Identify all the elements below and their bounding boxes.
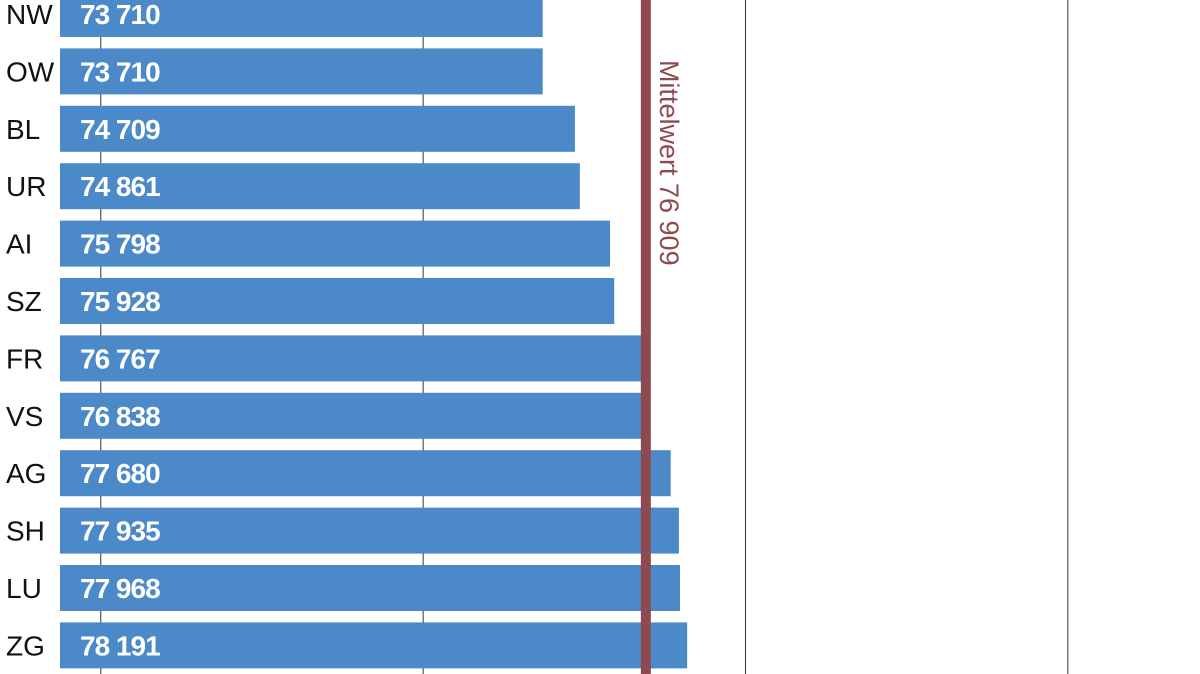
- mean-layer: Mittelwert 76 909: [640, 0, 684, 674]
- bar-sz: [60, 278, 615, 324]
- bar-fr: [60, 335, 642, 382]
- category-label: NW: [6, 0, 53, 30]
- value-label: 75 928: [80, 286, 160, 317]
- mean-label: Mittelwert 76 909: [654, 60, 684, 266]
- bar-nw: [60, 0, 543, 37]
- value-label: 76 838: [80, 401, 160, 432]
- value-label: 74 861: [80, 171, 160, 202]
- category-label: AG: [6, 458, 46, 489]
- bar-zg: [60, 622, 688, 669]
- category-label: LU: [6, 573, 42, 604]
- value-label: 74 709: [80, 114, 160, 145]
- value-label: 77 680: [80, 458, 160, 489]
- category-label: OW: [6, 56, 55, 87]
- bar-ow: [60, 48, 543, 95]
- category-label: VS: [6, 401, 43, 432]
- bar-ag: [60, 450, 671, 497]
- bar-lu: [60, 565, 680, 611]
- category-label: ZG: [6, 630, 45, 661]
- category-label: BL: [6, 114, 40, 145]
- category-label: UR: [6, 171, 46, 202]
- value-label: 77 968: [80, 573, 160, 604]
- value-label: 76 767: [80, 343, 160, 374]
- category-label: SH: [6, 516, 45, 547]
- bar-ur: [60, 163, 580, 210]
- value-label: 73 710: [80, 56, 160, 87]
- bar-layer: NW 73 710 OW 73 710 BL 74 709 UR 74 861 AI 75 798…: [6, 0, 688, 669]
- category-label: SZ: [6, 286, 42, 317]
- category-label: FR: [6, 343, 43, 374]
- value-label: 78 191: [80, 630, 160, 661]
- value-label: 73 710: [80, 0, 160, 30]
- value-label: 75 798: [80, 229, 160, 260]
- bar-sh: [60, 507, 679, 554]
- bar-vs: [60, 392, 644, 439]
- value-label: 77 935: [80, 516, 160, 547]
- bar-ai: [60, 220, 611, 267]
- bar-bl: [60, 105, 575, 152]
- category-label: AI: [6, 229, 32, 260]
